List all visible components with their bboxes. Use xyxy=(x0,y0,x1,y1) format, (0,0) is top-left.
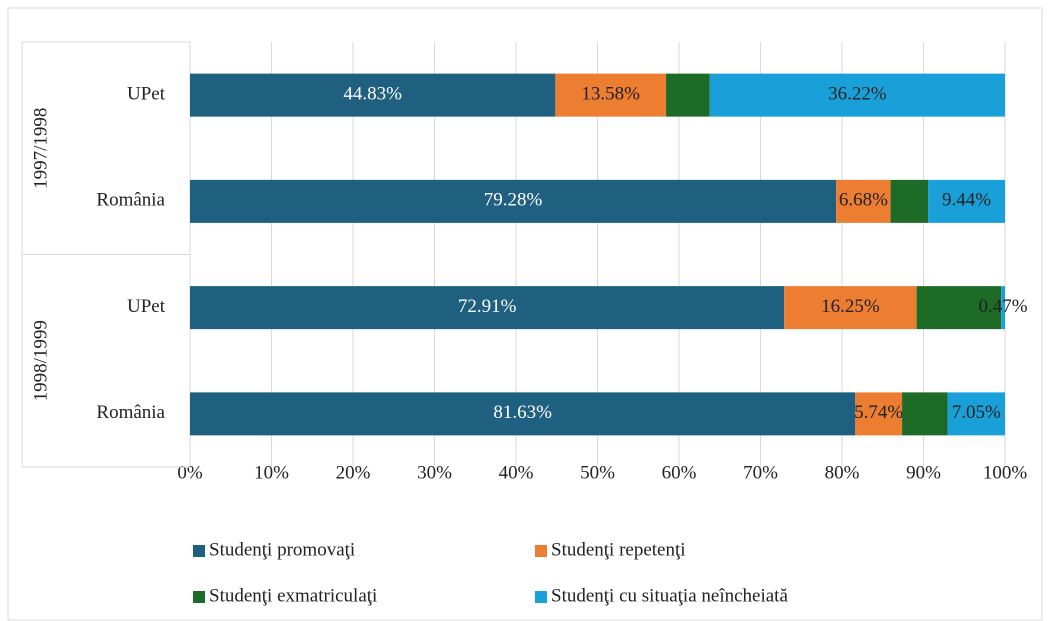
data-label: 13.58% xyxy=(581,83,640,104)
data-label: 5.74% xyxy=(854,402,903,423)
data-label: 0.47% xyxy=(979,296,1028,317)
data-label: 44.83% xyxy=(343,83,402,104)
legend-label: Studenţi exmatriculaţi xyxy=(209,585,377,606)
legend-swatch xyxy=(193,591,205,603)
group-label: 1997/1998 xyxy=(30,108,51,189)
legend-label: Studenţi cu situaţia neîncheiată xyxy=(551,585,788,606)
bar-segment xyxy=(190,286,785,330)
bar-segment xyxy=(784,286,917,330)
y-tick-label: România xyxy=(96,190,165,211)
bar-segment xyxy=(890,179,929,223)
data-label: 79.28% xyxy=(484,190,543,211)
data-label: 9.44% xyxy=(942,190,991,211)
data-label: 6.68% xyxy=(839,190,888,211)
x-tick-label: 30% xyxy=(417,462,452,483)
bar-segment xyxy=(190,179,837,223)
bar-segment xyxy=(928,179,1005,223)
bar-segment xyxy=(555,73,667,117)
data-label: 81.63% xyxy=(493,402,552,423)
legend-label: Studenţi repetenţi xyxy=(551,539,686,560)
legend-label: Studenţi promovaţi xyxy=(209,539,355,560)
data-label: 36.22% xyxy=(828,83,887,104)
x-tick-label: 80% xyxy=(825,462,860,483)
x-tick-label: 0% xyxy=(177,462,203,483)
bar-segment xyxy=(902,392,948,436)
data-label: 7.05% xyxy=(952,402,1001,423)
x-tick-label: 90% xyxy=(906,462,941,483)
data-label: 16.25% xyxy=(821,296,880,317)
group-label: 1998/1999 xyxy=(30,320,51,401)
bar-segment xyxy=(916,286,1002,330)
x-tick-label: 60% xyxy=(662,462,697,483)
legend-swatch xyxy=(535,591,547,603)
x-tick-label: 100% xyxy=(983,462,1028,483)
chart-border xyxy=(7,7,1043,621)
bar-segment xyxy=(709,73,1005,117)
y-tick-label: România xyxy=(96,402,165,423)
x-tick-label: 10% xyxy=(254,462,289,483)
bar-segment xyxy=(1001,286,1005,330)
bar-segment xyxy=(947,392,1005,436)
legend-swatch xyxy=(193,545,205,557)
x-tick-label: 40% xyxy=(499,462,534,483)
x-tick-label: 20% xyxy=(336,462,371,483)
y-tick-label: UPet xyxy=(127,83,166,104)
data-label: 72.91% xyxy=(458,296,517,317)
legend-swatch xyxy=(535,545,547,557)
y-tick-label: UPet xyxy=(127,296,166,317)
bar-segment xyxy=(836,179,891,223)
bar-segment xyxy=(190,73,556,117)
x-tick-label: 50% xyxy=(580,462,615,483)
bar-segment xyxy=(666,73,710,117)
x-tick-label: 70% xyxy=(743,462,778,483)
bar-segment xyxy=(190,392,856,436)
bar-segment xyxy=(855,392,903,436)
